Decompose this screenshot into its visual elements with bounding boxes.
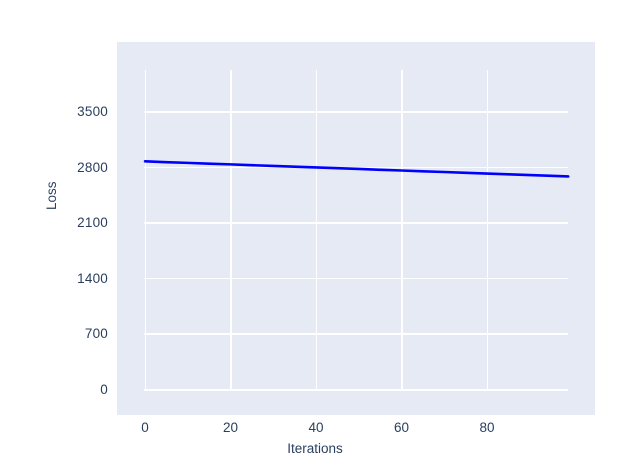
gridline-y-700: [144, 333, 568, 335]
gridline-y-2100: [144, 222, 568, 224]
ytick-2800: 2800: [77, 159, 108, 175]
ytick-1400: 1400: [77, 270, 108, 286]
plot-area-background: [117, 42, 595, 415]
gridline-x-0: [144, 70, 147, 389]
gridline-x-40: [315, 70, 318, 389]
data-series-loss: [143, 160, 570, 178]
xtick-80: 80: [479, 420, 495, 435]
ytick-2100: 2100: [77, 215, 108, 231]
x-axis-title: Iterations: [287, 441, 343, 456]
ytick-0: 0: [100, 382, 108, 397]
gridline-x-60: [401, 70, 403, 389]
gridline-y-0: [144, 389, 568, 391]
xtick-40: 40: [308, 420, 324, 435]
y-axis-tick-labels: 3500 2800 2100 1400 700 0: [36, 0, 108, 474]
ytick-700: 700: [84, 326, 108, 342]
xtick-20: 20: [222, 420, 239, 435]
xtick-0: 0: [141, 420, 149, 435]
gridline-y-1400: [144, 277, 568, 280]
ytick-3500: 3500: [77, 104, 108, 119]
gridline-x-20: [230, 70, 232, 389]
gridline-x-80: [486, 70, 489, 389]
gridline-y-3500: [144, 111, 568, 113]
gridline-y-2800: [144, 166, 568, 169]
y-axis-title: Loss: [44, 181, 59, 210]
xtick-60: 60: [393, 420, 410, 435]
